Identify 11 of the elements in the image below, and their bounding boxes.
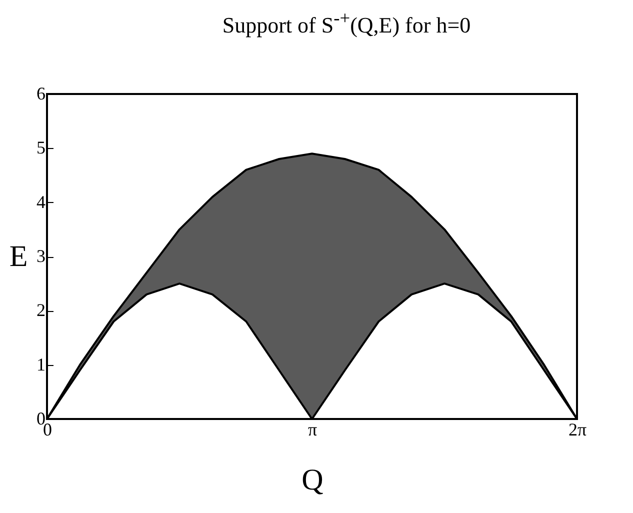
y-tick-label: 2 xyxy=(36,300,46,320)
chart-title: Support of S$^{-+}$(Q,E) for h=0 xyxy=(221,8,472,38)
x-axis-title: Q xyxy=(302,464,324,496)
y-tick-label: 1 xyxy=(36,354,46,374)
x-tick-label: π xyxy=(308,420,318,440)
y-tick-label: 5 xyxy=(36,138,46,158)
y-tick-label: 3 xyxy=(36,246,46,266)
y-axis-title: E xyxy=(9,240,28,273)
x-tick-label: 2π xyxy=(568,420,587,440)
y-tick-label: 4 xyxy=(36,192,46,212)
y-tick-label: 6 xyxy=(36,84,46,104)
